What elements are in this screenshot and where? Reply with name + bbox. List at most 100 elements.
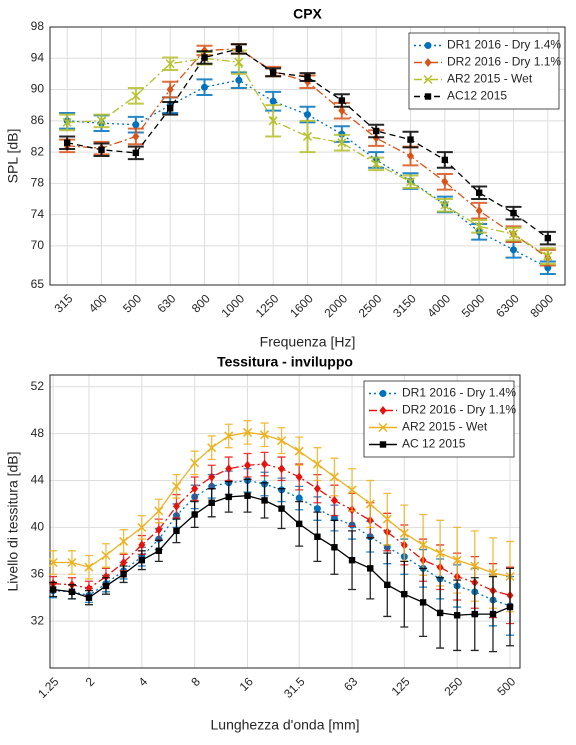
x-tick-label: 1.25 [35,674,62,701]
series-line [67,48,549,239]
marker [372,127,380,135]
y-axis-label: SPL [dB] [5,129,21,184]
legend-label: AC12 2015 [447,89,507,103]
x-tick-label: 63 [341,674,361,694]
marker [154,506,164,516]
marker [102,572,110,582]
marker [424,42,432,49]
x-tick-label: 2500 [356,291,385,320]
marker [441,177,449,187]
series [59,49,556,265]
marker [489,610,497,618]
marker [268,116,278,126]
marker [471,610,478,618]
marker [338,97,346,104]
marker [234,57,244,67]
series [48,420,515,613]
marker [295,472,303,482]
marker [337,138,347,148]
marker [261,459,269,469]
legend: DR1 2016 - Dry 1.4% DR2 2016 - Dry 1.1% AR… [408,32,561,110]
marker [84,562,94,572]
marker [407,151,414,161]
marker [304,73,311,81]
marker [382,514,392,524]
marker [235,45,243,53]
x-tick-label: 630 [154,291,178,315]
marker [313,484,321,494]
marker [371,159,381,169]
legend-label: AR2 2015 - Wet [447,72,533,86]
marker [405,177,416,187]
marker [399,528,409,538]
series-line [67,79,549,269]
marker [278,505,285,512]
marker [102,582,110,590]
marker [208,472,216,482]
marker [48,557,58,568]
x-tick-label: 1600 [287,291,316,320]
marker [165,59,175,69]
marker [173,527,180,535]
marker [207,443,217,453]
y-tick-label: 44 [31,473,45,487]
y-tick-label: 86 [31,113,45,127]
marker [304,111,311,119]
marker [171,481,181,491]
marker [242,427,253,437]
marker [384,581,391,588]
marker [67,557,77,568]
x-tick-label: 4 [136,674,151,689]
x-tick-label: 16 [237,674,257,694]
y-tick-label: 90 [31,82,45,96]
y-tick-label: 78 [31,176,45,190]
marker [208,499,215,506]
legend-label: DR2 2016 - Dry 1.1% [402,403,516,417]
marker [244,460,252,470]
marker [401,590,408,598]
x-tick-label: 6300 [493,291,522,320]
x-axis-label: Frequenza [Hz] [260,334,356,350]
y-tick-label: 52 [31,379,45,393]
marker [96,116,107,126]
axes-box [49,26,566,286]
marker [470,561,480,571]
marker [379,406,387,415]
marker [201,83,208,91]
legend-label: DR1 2016 - Dry 1.4% [402,386,516,400]
y-tick-label: 32 [31,613,45,627]
marker [101,550,111,561]
marker [201,54,208,61]
marker [453,612,461,619]
marker [424,93,432,100]
marker [225,464,233,474]
marker [155,525,163,535]
marker [269,97,277,105]
marker [98,146,105,153]
chart-title: Tessitura - inviluppo [217,354,353,370]
marker [441,156,449,164]
y-tick-label: 98 [31,19,45,33]
x-tick-label: 400 [86,291,110,315]
marker [475,206,483,216]
series [59,43,556,246]
marker [313,505,321,513]
x-tick-label: 250 [441,674,465,698]
marker [137,522,147,532]
x-tick-label: 8000 [527,291,556,320]
marker [348,556,356,564]
series-line [67,57,549,257]
y-tick-label: 74 [31,207,45,221]
marker [225,493,232,501]
marker [49,586,57,593]
marker [508,229,519,239]
marker [365,499,375,509]
marker [166,85,174,95]
marker [261,497,268,504]
marker [474,221,484,231]
series [49,478,515,653]
marker [510,209,517,217]
x-tick-label: 3150 [390,291,419,320]
